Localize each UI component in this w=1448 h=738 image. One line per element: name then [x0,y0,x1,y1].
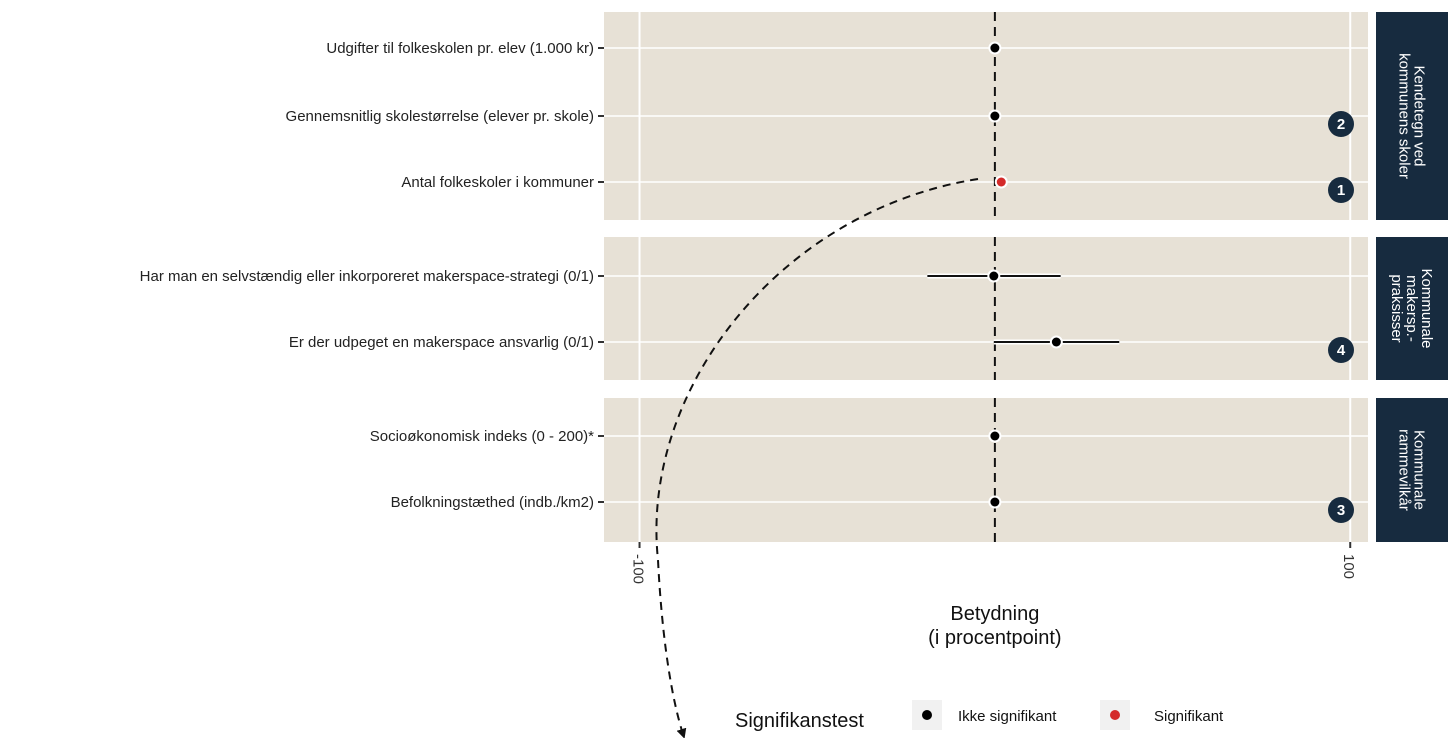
annotation-badge-number: 3 [1337,502,1345,519]
y-axis-label: Befolkningstæthed (indb./km2) [391,494,594,511]
annotation-badge [1328,497,1354,523]
y-axis-label: Gennemsnitlig skolestørrelse (elever pr.… [286,108,594,125]
y-axis-label: Er der udpeget en makerspace ansvarlig (… [289,334,594,351]
facet-strip [1376,398,1448,542]
annotation-badge-number: 2 [1337,116,1345,133]
y-axis-label: Har man en selvstændig eller inkorporere… [140,268,594,285]
x-tick-label: 100 [1340,554,1357,579]
estimate-point [990,431,1000,441]
annotation-badge-number: 1 [1337,182,1345,199]
annotation-badge-number: 4 [1337,342,1346,359]
facet-strip-label: Kommunalerammevilkår [1396,429,1428,511]
x-tick-label: -100 [630,554,647,584]
panel-background [604,237,1368,380]
legend-key-point [922,710,932,720]
estimate-point [989,271,999,281]
facet-strip-label-line: Kommunale [1418,268,1435,348]
estimate-point [990,497,1000,507]
x-axis-title-line: Betydning [950,603,1039,625]
facet-strip [1376,12,1448,220]
annotation-badge [1328,337,1354,363]
estimate-point [996,177,1006,187]
estimate-point [990,43,1000,53]
facet-strip-label-line: rammevilkår [1396,429,1413,511]
estimate-point [990,111,1000,121]
facet-strip-label-line: kommunens skoler [1396,53,1413,179]
legend-title: Signifikanstest [735,710,864,732]
x-axis-title-line: (i procentpoint) [928,627,1061,649]
legend-item-label: Ikke signifikant [958,708,1057,725]
dashed-arrow-annotation [655,178,979,738]
legend-item-label: Signifikant [1154,708,1224,725]
y-axis-label: Socioøkonomisk indeks (0 - 200)* [370,428,594,445]
annotation-badge [1328,177,1354,203]
legend-key-point [1110,710,1120,720]
y-axis-label: Antal folkeskoler i kommuner [401,174,594,191]
facet-strip [1376,237,1448,380]
y-axis-label: Udgifter til folkeskolen pr. elev (1.000… [326,40,594,57]
facet-strip-label-line: makersp.- [1403,275,1420,342]
x-axis-title: Betydning (i procentpoint) [928,603,1061,649]
panel-background [604,398,1368,542]
facet-strip-label: Kendetegn vedkommunens skoler [1396,53,1428,179]
facet-strip-label-line: praksisser [1388,274,1405,342]
facet-strip-label-line: Kommunale [1411,430,1428,510]
facet-strip-label-line: Kendetegn ved [1411,66,1428,167]
estimate-point [1051,337,1061,347]
annotation-badge [1328,111,1354,137]
facet-strip-label: Kommunalemakersp.-praksisser [1388,268,1435,348]
